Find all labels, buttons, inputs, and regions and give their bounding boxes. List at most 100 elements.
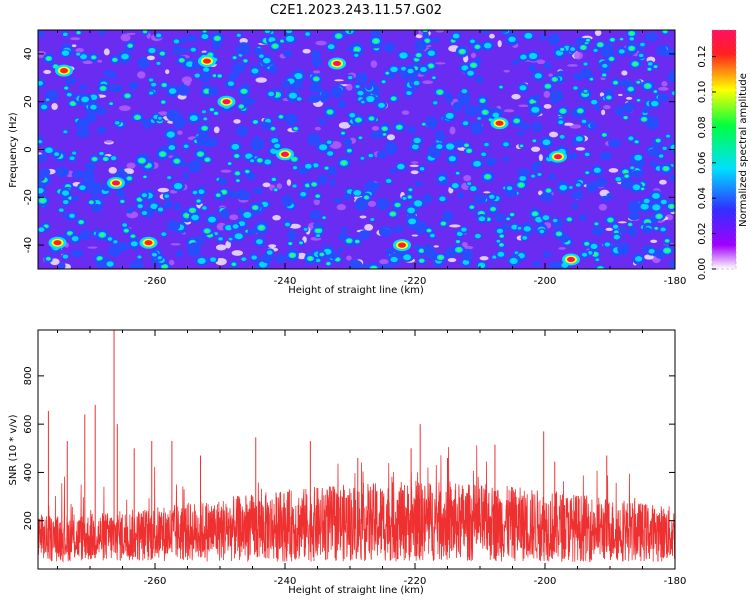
heatmap-blob-core — [651, 100, 659, 107]
heatmap-low-speckle — [659, 179, 667, 185]
heatmap-blob-peak — [274, 188, 277, 191]
heatmap-blob — [175, 249, 184, 258]
heatmap-blob-peak — [557, 232, 561, 236]
heatmap-blob — [38, 175, 45, 182]
heatmap-blob-peak — [456, 240, 460, 243]
heatmap-low-speckle — [433, 245, 439, 248]
colorbar-ticks: 0.00 0.02 0.04 0.06 0.08 0.10 0.12 — [697, 45, 716, 280]
heatmap-blob-core — [378, 102, 385, 108]
heatmap-blob-peak — [491, 207, 495, 211]
heatmap-blob-peak — [552, 77, 557, 81]
heatmap-low-speckle — [371, 126, 380, 131]
heatmap-blob-core — [462, 121, 469, 126]
heatmap-blob-core — [467, 182, 472, 186]
heatmap-low-speckle — [599, 92, 605, 97]
heatmap-blob-core — [271, 138, 279, 144]
heatmap-blob-core — [652, 192, 660, 199]
heatmap-low-speckle — [346, 255, 352, 261]
heatmap-blob-core — [38, 140, 43, 144]
heatmap-blob-core — [231, 143, 240, 150]
heatmap-blob-core — [294, 73, 303, 80]
heatmap-blob-peak — [514, 119, 519, 123]
heatmap-y-label: Frequency (Hz) — [8, 112, 19, 188]
heatmap-blob — [628, 212, 641, 221]
heatmap-blob — [85, 111, 97, 124]
heatmap-blob-peak — [485, 174, 490, 179]
heatmap-blob-peak — [197, 199, 200, 203]
heatmap-blob — [331, 86, 343, 99]
heatmap-blob — [538, 34, 548, 41]
heatmap-blob-peak — [341, 132, 345, 135]
heatmap-x-tick-label: -220 — [404, 276, 427, 287]
heatmap-blob-peak — [655, 227, 658, 230]
heatmap-blob-peak — [669, 204, 674, 209]
heatmap-blob-peak — [228, 162, 231, 165]
heatmap-blob-core — [390, 256, 398, 263]
heatmap-blob — [528, 64, 536, 72]
heatmap-low-speckle — [314, 126, 321, 131]
heatmap-blob-peak — [235, 172, 240, 175]
heatmap-blob-peak — [354, 47, 360, 52]
heatmap-blob — [532, 121, 542, 133]
heatmap-blob-peak — [113, 58, 117, 62]
heatmap-low-speckle — [315, 40, 327, 46]
heatmap-low-speckle — [157, 187, 170, 193]
heatmap-blob-peak — [184, 213, 190, 218]
heatmap-blob-core — [478, 216, 486, 222]
heatmap-blob-core — [303, 227, 308, 231]
heatmap-blob-core — [496, 239, 501, 243]
heatmap-blob — [579, 213, 587, 222]
heatmap-low-speckle — [650, 239, 658, 244]
heatmap-blob-peak — [355, 240, 359, 243]
heatmap-blob-core — [618, 49, 625, 54]
heatmap-blob — [442, 210, 454, 223]
heatmap-blob-core — [542, 139, 551, 146]
snr-series-line — [38, 445, 675, 563]
heatmap-blob-core — [268, 91, 275, 97]
snr-y-tick-label: 200 — [23, 511, 34, 530]
heatmap-blob — [641, 106, 650, 114]
heatmap-blob — [414, 39, 427, 52]
heatmap-blob-peak — [205, 158, 210, 162]
heatmap-blob-peak — [121, 200, 124, 203]
heatmap-low-speckle — [601, 109, 606, 116]
heatmap-blob-peak — [92, 56, 96, 59]
heatmap-blob-core — [595, 258, 600, 262]
heatmap-low-speckle — [229, 214, 239, 221]
heatmap-blob — [464, 105, 477, 117]
heatmap-low-speckle — [435, 30, 444, 33]
colorbar-gradient — [712, 30, 736, 269]
heatmap-blob-core — [250, 159, 255, 163]
heatmap-blob-peak — [44, 224, 48, 228]
heatmap-low-speckle — [447, 257, 457, 263]
heatmap-blob-core — [497, 251, 505, 257]
heatmap-low-speckle — [401, 110, 410, 115]
heatmap-blob-core — [141, 193, 148, 198]
heatmap-low-speckle — [621, 70, 628, 76]
heatmap-blob — [425, 116, 438, 129]
heatmap-low-speckle — [563, 122, 574, 126]
snr-peaks — [47, 330, 608, 553]
heatmap-blob-peak — [391, 97, 396, 101]
heatmap-blob-core — [198, 189, 205, 195]
heatmap-blob-peak — [581, 45, 586, 50]
heatmap-blob-core — [408, 218, 417, 225]
heatmap-blob-core — [190, 47, 196, 52]
heatmap-blob-core — [357, 90, 364, 96]
heatmap-blob-peak — [486, 218, 490, 221]
heatmap-blob-peak — [335, 258, 340, 261]
heatmap-blob-core — [511, 224, 518, 230]
heatmap-low-speckle — [104, 140, 113, 143]
heatmap-y-tick-label: -40 — [23, 237, 34, 253]
heatmap-blob-core — [259, 261, 268, 268]
heatmap-blob-core — [413, 137, 421, 144]
heatmap-blob-peak — [632, 62, 638, 66]
heatmap-blob — [433, 37, 440, 43]
heatmap-blob — [475, 75, 484, 84]
heatmap-blob — [173, 202, 182, 212]
heatmap-hotspot — [112, 180, 120, 186]
heatmap-blob — [311, 56, 322, 68]
heatmap-x-tick-label: -200 — [534, 276, 557, 287]
heatmap-blob-peak — [97, 256, 102, 261]
snr-y-tick-label: 600 — [23, 415, 34, 434]
